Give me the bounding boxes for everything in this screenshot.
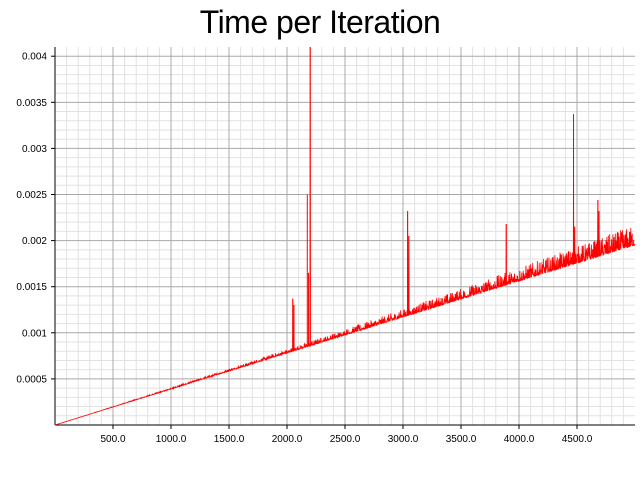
y-axis-ticks: 0.0005 0.001 0.0015 0.002 0.0025 0.003 0.0035 0… <box>16 52 55 385</box>
chart-title: Time per Iteration <box>199 4 441 40</box>
y-tick-label: 0.0005 <box>16 374 47 385</box>
x-axis-ticks: 500.0 1000.0 1500.0 2000.0 2500.0 3000.0 3500.… <box>100 425 593 445</box>
y-tick-label: 0.004 <box>22 52 47 63</box>
y-tick-label: 0.001 <box>22 328 47 339</box>
x-tick-label: 2500.0 <box>330 434 361 445</box>
x-tick-label: 3500.0 <box>446 434 477 445</box>
y-tick-label: 0.002 <box>22 236 47 247</box>
series-line <box>54 46 636 426</box>
x-tick-label: 3000.0 <box>388 434 419 445</box>
x-tick-label: 2000.0 <box>272 434 303 445</box>
x-tick-label: 1000.0 <box>156 434 187 445</box>
major-grid <box>55 47 635 425</box>
y-tick-label: 0.0015 <box>16 282 47 293</box>
series-layer <box>54 46 636 426</box>
y-tick-label: 0.0025 <box>16 190 47 201</box>
y-tick-label: 0.003 <box>22 144 47 155</box>
x-tick-label: 4000.0 <box>504 434 535 445</box>
y-tick-label: 0.0035 <box>16 98 47 109</box>
x-tick-label: 4500.0 <box>562 434 593 445</box>
x-tick-label: 500.0 <box>100 434 125 445</box>
x-tick-label: 1500.0 <box>214 434 245 445</box>
